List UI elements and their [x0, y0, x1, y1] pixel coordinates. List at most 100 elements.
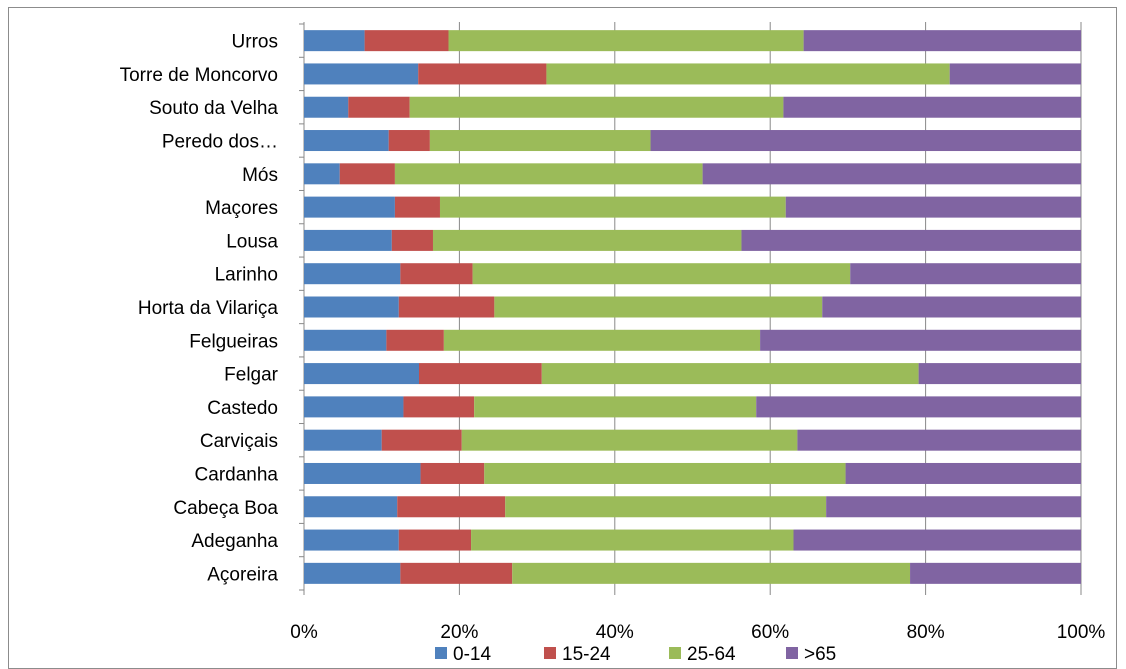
bar-cabe-a-boa-65: [826, 496, 1081, 518]
category-label-carvi-ais: Carviçais: [200, 431, 278, 452]
bar-horta-da-vilari-a-25-64: [494, 296, 823, 318]
bar-souto-da-velha-15-24: [348, 96, 410, 118]
bar-larinho-65: [850, 263, 1081, 285]
x-tick-100: 100%: [1057, 622, 1106, 643]
category-label-felgueiras: Felgueiras: [189, 331, 278, 352]
category-label-souto-da-velha: Souto da Velha: [149, 98, 278, 119]
legend-label-0-14: 0-14: [453, 644, 491, 664]
bar-castedo-65: [756, 396, 1081, 418]
legend-label-15-24: 15-24: [562, 644, 611, 664]
legend-swatch-65: [786, 647, 798, 659]
bar-felgueiras-15-24: [386, 329, 444, 351]
category-label-torre-de-moncorvo: Torre de Moncorvo: [120, 65, 278, 86]
bar-adeganha-65: [793, 529, 1081, 551]
category-label-a-oreira: Açoreira: [207, 564, 278, 585]
category-label-m-s: Mós: [242, 165, 278, 186]
bar-ma-ores-65: [785, 196, 1081, 218]
bar-a-oreira-25-64: [512, 562, 911, 584]
legend-item-15-24: 15-24: [544, 644, 611, 664]
category-label-ma-ores: Maçores: [205, 198, 278, 219]
x-tick-20: 20%: [440, 622, 478, 643]
bar-lousa-15-24: [391, 229, 433, 251]
bar-peredo-dos-25-64: [429, 130, 651, 152]
category-label-peredo-dos: Peredo dos…: [162, 132, 278, 153]
legend-item-25-64: 25-64: [669, 644, 736, 664]
bar-peredo-dos-0-14: [304, 130, 389, 152]
bar-felgueiras-65: [760, 329, 1081, 351]
bar-ma-ores-0-14: [304, 196, 395, 218]
bar-a-oreira-0-14: [304, 562, 401, 584]
bar-felgar-65: [918, 363, 1081, 385]
bar-urros-25-64: [448, 30, 804, 52]
bar-a-oreira-15-24: [400, 562, 513, 584]
bar-cardanha-0-14: [304, 462, 421, 484]
bar-torre-de-moncorvo-0-14: [304, 63, 419, 85]
category-label-cardanha: Cardanha: [195, 464, 279, 485]
legend-swatch-15-24: [544, 647, 556, 659]
bar-cardanha-65: [845, 462, 1081, 484]
bar-souto-da-velha-25-64: [409, 96, 784, 118]
bar-felgar-25-64: [541, 363, 919, 385]
bar-castedo-15-24: [403, 396, 475, 418]
x-tick-0: 0%: [290, 622, 318, 643]
legend-swatch-0-14: [435, 647, 447, 659]
category-label-larinho: Larinho: [215, 265, 278, 286]
bar-horta-da-vilari-a-65: [822, 296, 1081, 318]
legend: 0-14 15-24 25-64 >65: [435, 644, 836, 664]
x-tick-40: 40%: [596, 622, 634, 643]
x-tick-labels: 0% 20% 40% 60% 80% 100%: [290, 622, 1105, 643]
bar-carvi-ais-65: [797, 429, 1081, 451]
bar-torre-de-moncorvo-15-24: [418, 63, 547, 85]
bar-lousa-25-64: [432, 229, 742, 251]
legend-swatch-25-64: [669, 647, 681, 659]
bar-larinho-25-64: [472, 263, 851, 285]
legend-label-25-64: 25-64: [687, 644, 736, 664]
category-label-cabe-a-boa: Cabeça Boa: [173, 498, 278, 519]
bar-carvi-ais-25-64: [461, 429, 798, 451]
bar-felgar-0-14: [304, 363, 419, 385]
bar-cabe-a-boa-25-64: [505, 496, 827, 518]
x-tick-80: 80%: [907, 622, 945, 643]
bar-m-s-0-14: [304, 163, 340, 185]
bar-peredo-dos-15-24: [388, 130, 430, 152]
bar-urros-0-14: [304, 30, 365, 52]
bar-carvi-ais-15-24: [381, 429, 462, 451]
bar-cardanha-15-24: [420, 462, 485, 484]
category-label-adeganha: Adeganha: [191, 531, 278, 552]
category-labels: Açoreira Adeganha Cabeça Boa Cardanha Carviç…: [120, 32, 279, 586]
bar-m-s-65: [702, 163, 1081, 185]
bar-castedo-25-64: [474, 396, 757, 418]
legend-label-65: >65: [804, 644, 836, 664]
bar-larinho-0-14: [304, 263, 401, 285]
bar-larinho-15-24: [400, 263, 473, 285]
bar-urros-65: [803, 30, 1081, 52]
bar-adeganha-25-64: [471, 529, 794, 551]
bar-horta-da-vilari-a-15-24: [398, 296, 495, 318]
bar-ma-ores-15-24: [394, 196, 440, 218]
bar-carvi-ais-0-14: [304, 429, 382, 451]
bar-felgueiras-0-14: [304, 329, 387, 351]
bar-felgueiras-25-64: [443, 329, 761, 351]
bar-a-oreira-65: [910, 562, 1081, 584]
bar-lousa-0-14: [304, 229, 392, 251]
category-label-horta-da-vilari-a: Horta da Vilariça: [138, 298, 279, 319]
bar-adeganha-15-24: [398, 529, 472, 551]
bar-castedo-0-14: [304, 396, 404, 418]
bar-peredo-dos-65: [650, 130, 1081, 152]
bars: [304, 30, 1081, 584]
legend-item-0-14: 0-14: [435, 644, 491, 664]
bar-urros-15-24: [364, 30, 449, 52]
bar-m-s-15-24: [339, 163, 395, 185]
bar-ma-ores-25-64: [439, 196, 786, 218]
category-label-castedo: Castedo: [207, 398, 278, 419]
bar-felgar-15-24: [418, 363, 542, 385]
bar-cardanha-25-64: [484, 462, 846, 484]
legend-item-65: >65: [786, 644, 836, 664]
category-label-urros: Urros: [232, 32, 278, 53]
bar-cabe-a-boa-0-14: [304, 496, 398, 518]
bar-cabe-a-boa-15-24: [397, 496, 506, 518]
bar-torre-de-moncorvo-25-64: [546, 63, 950, 85]
bar-souto-da-velha-0-14: [304, 96, 349, 118]
bar-m-s-25-64: [394, 163, 703, 185]
bar-lousa-65: [741, 229, 1081, 251]
